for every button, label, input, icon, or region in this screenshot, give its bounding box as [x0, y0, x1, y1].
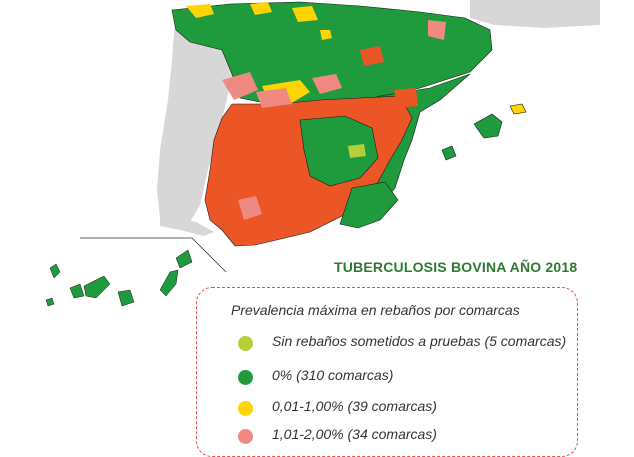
legend-label-mid: 1,01-2,00% (34 comarcas) — [272, 426, 437, 442]
canary-inset-line-d — [191, 237, 227, 273]
canary-island-2 — [45, 297, 55, 307]
morocco-land — [160, 216, 214, 236]
canary-island-6 — [159, 269, 179, 297]
balearic-ibiza — [441, 145, 457, 161]
region-pink-1 — [222, 72, 258, 100]
region-pink-2 — [312, 74, 342, 94]
portugal-land — [157, 20, 236, 222]
balearic-mallorca — [473, 113, 503, 139]
canary-island-1 — [49, 263, 61, 279]
region-north-yellow-1 — [186, 4, 214, 18]
legend-dot-zero — [238, 370, 253, 385]
region-untested — [348, 144, 366, 158]
legend-label-untested: Sin rebaños sometidos a pruebas (5 comar… — [272, 333, 567, 349]
canary-island-7 — [175, 249, 193, 269]
legend-dot-untested — [238, 336, 253, 351]
spain-tuberculosis-map — [45, 0, 600, 307]
map-title: TUBERCULOSIS BOVINA AÑO 2018 — [334, 259, 578, 275]
region-orange-patch-2 — [394, 88, 418, 108]
region-north-yellow-3 — [292, 6, 318, 22]
canary-island-5 — [117, 289, 135, 307]
legend-dot-mid — [238, 429, 253, 444]
region-southeast-green — [339, 181, 399, 229]
region-orange-patch-1 — [360, 46, 384, 66]
region-north-yellow-5 — [320, 30, 332, 40]
legend-dot-low — [238, 401, 253, 416]
region-pink-5 — [256, 88, 292, 108]
region-center-green — [299, 115, 379, 187]
legend-label-zero: 0% (310 comarcas) — [272, 367, 394, 383]
region-north-yellow-2 — [250, 2, 272, 15]
legend-heading: Prevalencia máxima en rebaños por comarc… — [231, 302, 520, 318]
france-land — [470, 0, 600, 28]
region-center-orange — [204, 95, 413, 247]
region-pink-3 — [428, 20, 446, 40]
canary-island-3 — [69, 283, 85, 299]
balearic-menorca — [509, 103, 527, 115]
canary-island-4 — [83, 275, 111, 299]
legend-label-low: 0,01-1,00% (39 comarcas) — [272, 398, 437, 414]
region-pink-4 — [238, 196, 262, 220]
